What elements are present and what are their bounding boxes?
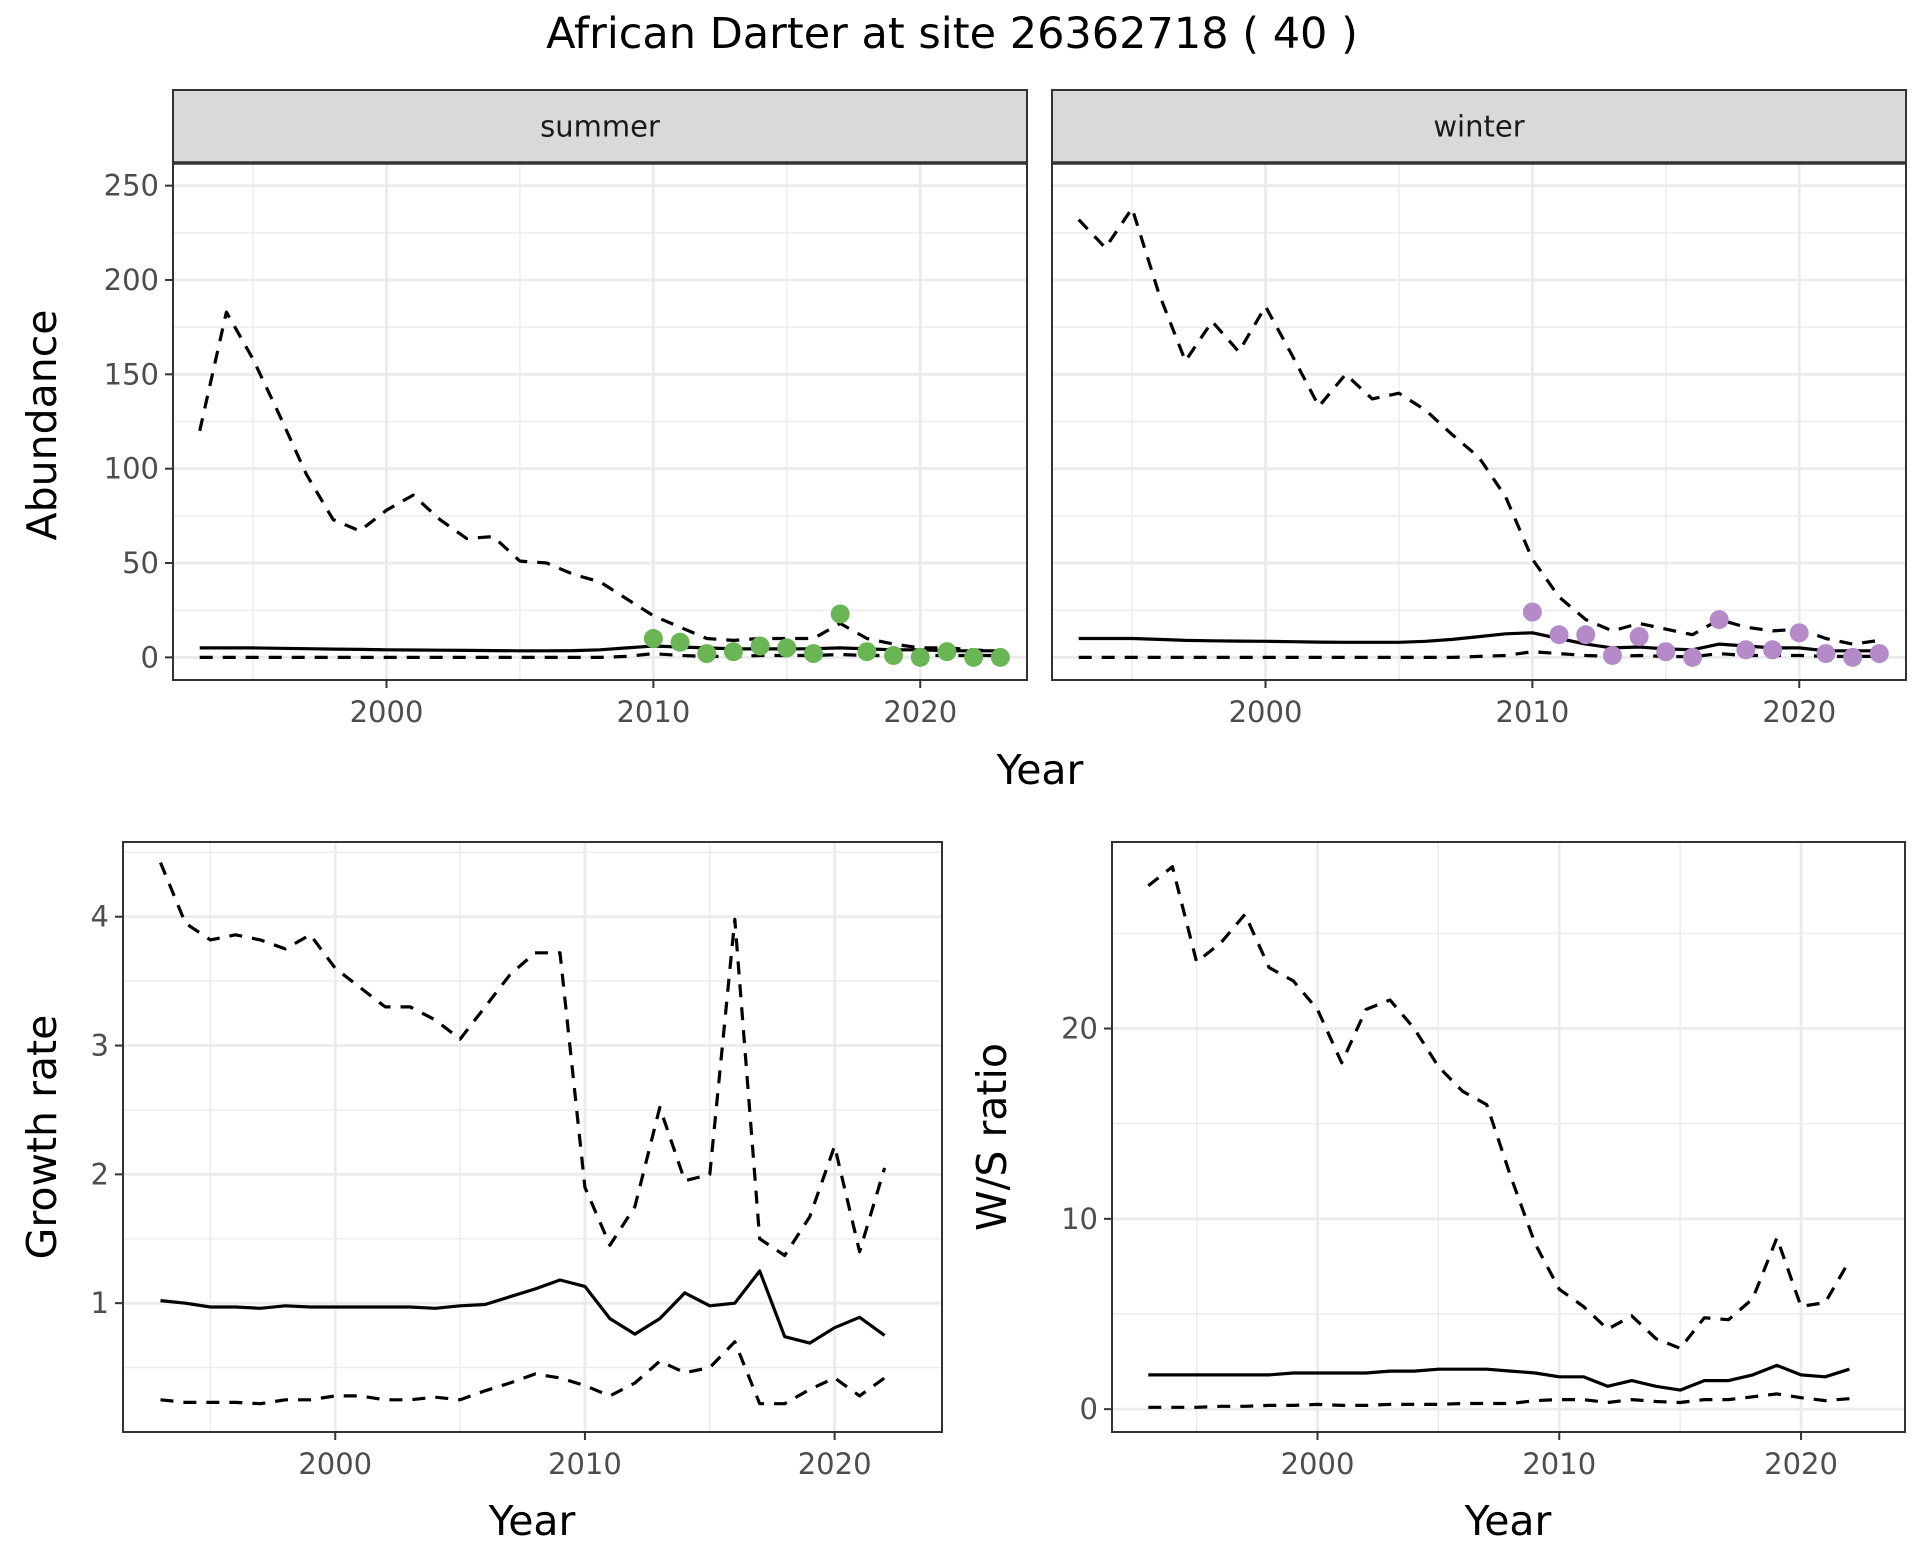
x-tick-label: 2010 <box>1495 695 1569 729</box>
x-tick-label: 2000 <box>350 695 424 729</box>
y-tick-label: 2 <box>91 1157 109 1191</box>
series-line-upper <box>1147 865 1851 1350</box>
abundance-x-axis-title: Year <box>996 746 1084 794</box>
observation-point <box>643 628 663 648</box>
figure-title: African Darter at site 26362718 ( 40 ) <box>546 9 1358 59</box>
panel-background <box>1112 842 1905 1432</box>
panel-background <box>123 842 942 1432</box>
y-tick-label: 100 <box>104 452 159 486</box>
x-axis-title: Year <box>488 1497 576 1545</box>
y-tick-label: 20 <box>1061 1012 1098 1046</box>
observation-point <box>1789 623 1809 643</box>
x-tick-label: 2000 <box>1229 695 1303 729</box>
facet-strip-label: summer <box>540 110 660 144</box>
x-tick-label: 2010 <box>548 1447 622 1481</box>
x-tick-label: 2020 <box>798 1447 872 1481</box>
y-tick-label: 50 <box>122 546 159 580</box>
series-line-estimate <box>160 1269 886 1345</box>
ws-ratio-panel: 2000 2010 2020 0 10 20 Year W/S ratio <box>968 841 1906 1545</box>
y-tick-label: 150 <box>104 357 159 391</box>
observation-point <box>1522 602 1542 622</box>
x-tick-label: 2020 <box>1762 695 1836 729</box>
observation-point <box>1709 610 1729 630</box>
observation-point <box>857 642 877 662</box>
observation-point <box>964 647 984 667</box>
y-tick-label: 0 <box>1080 1392 1098 1426</box>
observation-point <box>937 642 957 662</box>
observation-point <box>1683 647 1702 667</box>
series-line-upper <box>159 861 887 1258</box>
summer-panel: summer 2000 2010 2020 0 50 100 150 200 250 <box>104 89 1028 729</box>
series-line-upper <box>198 310 1001 654</box>
series-line-estimate <box>1148 1363 1850 1392</box>
observation-point <box>1629 627 1649 647</box>
series-line-lower <box>1148 1392 1850 1409</box>
observation-point <box>990 647 1010 667</box>
series-line-lower <box>160 1340 886 1406</box>
observation-point <box>830 604 850 624</box>
x-tick-label: 2010 <box>616 695 690 729</box>
winter-panel: winter 2000 2010 2020 <box>1051 89 1907 729</box>
observation-point <box>777 638 797 658</box>
observation-point <box>1602 645 1622 665</box>
panel-border <box>122 841 943 1433</box>
y-tick-label: 200 <box>104 263 159 297</box>
facet-strip <box>172 89 1028 164</box>
x-tick-label: 2000 <box>1281 1447 1355 1481</box>
observation-point <box>910 647 930 667</box>
y-tick-label: 10 <box>1061 1202 1098 1236</box>
facet-strip-label: winter <box>1433 110 1524 144</box>
observation-point <box>1736 640 1756 660</box>
x-tick-label: 2000 <box>298 1447 372 1481</box>
x-tick-label: 2020 <box>1764 1447 1838 1481</box>
x-tick-label: 2010 <box>1522 1447 1596 1481</box>
observation-point <box>1816 644 1836 664</box>
y-tick-label: 4 <box>91 900 109 934</box>
observation-point <box>1843 647 1863 667</box>
observation-point <box>1656 642 1676 662</box>
y-tick-label: 1 <box>91 1286 109 1320</box>
observation-point <box>884 645 904 665</box>
observation-point <box>697 644 717 664</box>
observation-point <box>723 642 743 662</box>
y-tick-label: 0 <box>141 640 159 674</box>
growth-rate-panel: 2000 2010 2020 1 2 3 4 Year Growth rate <box>18 841 943 1545</box>
y-tick-label: 250 <box>104 169 159 203</box>
observation-point <box>670 632 690 652</box>
y-axis-title: Growth rate <box>18 1015 66 1260</box>
observation-point <box>1549 625 1569 645</box>
x-tick-label: 2020 <box>883 695 957 729</box>
y-tick-label: 3 <box>91 1029 109 1063</box>
observation-point <box>804 644 823 664</box>
panel-border <box>1111 841 1906 1433</box>
observation-point <box>1869 644 1889 664</box>
y-axis-title: W/S ratio <box>968 1043 1016 1231</box>
abundance-y-axis-title: Abundance <box>18 310 66 541</box>
observation-point <box>1763 640 1783 660</box>
observation-point <box>750 636 770 656</box>
observation-point <box>1576 625 1596 645</box>
x-axis-title: Year <box>1464 1497 1552 1545</box>
